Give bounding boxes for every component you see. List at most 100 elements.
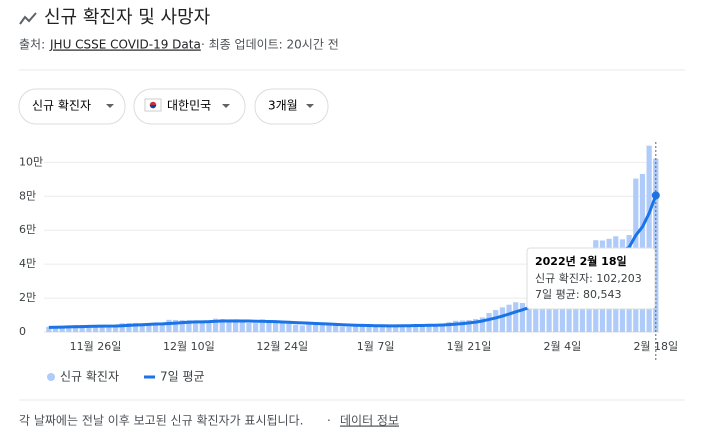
filter-label: 대한민국 [167,99,211,113]
y-tick-label: 10만 [19,155,43,168]
source-label: 출처: [19,38,45,52]
bar [299,325,305,332]
footer-separator: · [327,414,331,428]
bar [459,320,465,332]
bar [433,325,439,332]
bar [379,326,385,332]
bar [359,325,365,332]
bar [653,158,659,332]
legend-label: 신규 확진자 [60,370,119,384]
bar [513,302,519,332]
bar [419,324,425,332]
x-tick-label: 1월 21일 [447,339,492,353]
bar [246,322,252,332]
bar [239,321,245,332]
filter-label: 신규 확진자 [32,99,91,113]
bar [212,318,219,332]
bar [199,322,205,332]
bar [399,324,405,332]
bar [132,322,139,332]
bar [259,319,265,332]
bar [106,326,112,332]
bar [293,324,299,332]
bar [232,319,239,332]
bar [266,320,272,332]
bar [406,324,412,332]
bar [192,320,199,332]
tooltip-title: 2022년 2월 18일 [535,254,627,268]
bar [466,320,472,332]
bar [439,325,445,332]
bar [426,324,432,332]
x-tick-label: 2월 4일 [544,339,582,353]
x-tick-label: 11월 26일 [70,339,122,353]
x-tick-label: 1월 7일 [357,339,395,353]
x-tick-label: 12월 10일 [163,339,215,353]
bar [139,323,145,332]
bar [486,312,492,332]
bar [493,309,499,332]
bar [339,326,345,332]
footer-link[interactable]: 데이터 정보 [340,414,399,428]
bar [126,323,132,332]
bar [479,317,485,332]
legend-label: 7일 평균 [160,370,205,384]
tooltip-box [526,247,656,310]
bar [386,326,392,332]
bar [52,326,59,332]
bar [306,322,312,332]
bar [99,326,105,332]
bar [453,320,459,332]
bar [313,323,319,332]
bar [473,319,479,332]
bar [172,319,179,332]
plot: 0 2만 4만 6만 8만 10만 11월 26일 12월 10일 12월 24일 1월 7일 1월… [19,142,678,384]
bar [72,325,79,332]
footer-note: 각 날짜에는 전날 이후 보고된 신규 확진자가 표시됩니다. [19,414,303,428]
bar [333,325,339,332]
filter-label: 3개월 [268,99,298,113]
tooltip-line: 신규 확진자: 102,203 [535,272,642,285]
y-tick-label: 6만 [19,223,36,236]
bar [546,293,552,332]
bar [112,326,119,332]
x-tick-label: 12월 24일 [256,339,308,353]
bar [92,325,99,332]
filter-metric[interactable]: 신규 확진자 [18,88,126,125]
bar [353,324,359,332]
bar [226,319,232,332]
bar [273,321,279,332]
bar [152,324,159,332]
bar [286,322,292,332]
bar [159,323,165,332]
bar [206,322,212,332]
bar [86,325,92,332]
bar [646,145,652,332]
bar [166,319,172,332]
legend-swatch [47,373,55,381]
filter-range[interactable]: 3개월 [254,88,329,125]
bar [319,323,325,332]
bar [146,323,152,332]
bar [46,326,52,332]
bar [413,324,419,332]
y-tick-label: 2만 [19,291,36,304]
y-tick-label: 8만 [19,189,36,202]
filter-country[interactable]: 대한민국 [133,88,246,125]
bar [179,320,185,332]
bar [66,327,72,332]
source-link[interactable]: JHU CSSE COVID-19 Data [49,38,201,52]
trend-icon [19,12,37,25]
bar [186,320,192,332]
bar [119,323,125,332]
bar [366,325,372,332]
bar [506,304,512,332]
y-tick-label: 0 [19,325,26,338]
updated: · 최종 업데이트: 20시간 전 [201,38,339,52]
bar [393,326,399,332]
tooltip-line: 7일 평균: 80,543 [535,287,622,301]
bar [446,322,452,332]
title: 신규 확진자 및 사망자 [44,7,211,28]
